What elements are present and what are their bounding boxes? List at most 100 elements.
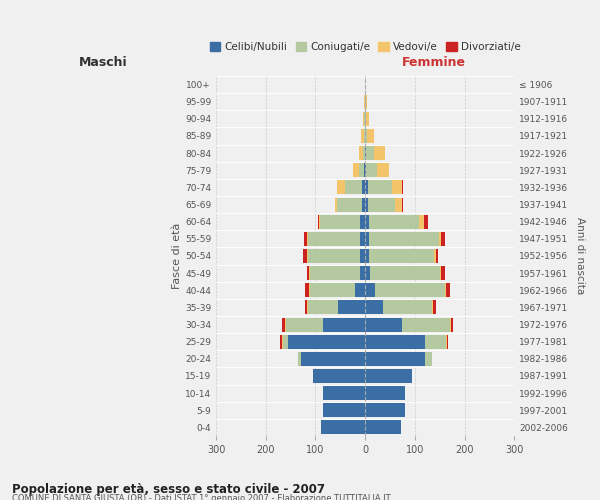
Bar	[395, 198, 403, 211]
Bar	[360, 249, 365, 263]
Bar	[367, 129, 374, 143]
Text: Popolazione per età, sesso e stato civile - 2007: Popolazione per età, sesso e stato civil…	[12, 482, 325, 496]
Bar	[319, 214, 320, 228]
Bar	[323, 403, 365, 417]
Bar	[374, 146, 385, 160]
Text: Maschi: Maschi	[79, 56, 127, 69]
Bar	[432, 300, 433, 314]
Bar	[345, 180, 362, 194]
Bar	[304, 232, 307, 246]
Bar	[425, 352, 432, 366]
Y-axis label: Anni di nascita: Anni di nascita	[575, 218, 585, 294]
Bar	[424, 214, 428, 228]
Bar	[307, 266, 310, 280]
Bar	[365, 249, 369, 263]
Bar	[365, 369, 412, 383]
Bar	[365, 352, 425, 366]
Bar	[365, 232, 369, 246]
Bar	[440, 266, 441, 280]
Bar	[353, 163, 359, 178]
Bar	[280, 334, 282, 348]
Bar	[366, 112, 368, 126]
Bar	[441, 266, 445, 280]
Bar	[338, 300, 365, 314]
Bar	[365, 300, 383, 314]
Bar	[363, 112, 364, 126]
Bar	[308, 249, 360, 263]
Bar	[355, 283, 365, 298]
Bar	[368, 198, 395, 211]
Legend: Celibi/Nubili, Coniugati/e, Vedovi/e, Divorziati/e: Celibi/Nubili, Coniugati/e, Vedovi/e, Di…	[206, 38, 524, 56]
Bar	[310, 283, 355, 298]
Bar	[419, 214, 424, 228]
Bar	[451, 318, 452, 332]
Bar	[365, 266, 370, 280]
Bar	[283, 334, 288, 348]
Bar	[368, 180, 392, 194]
Bar	[365, 386, 405, 400]
Bar	[433, 300, 436, 314]
Bar	[307, 232, 308, 246]
Bar	[365, 334, 425, 348]
Bar	[359, 163, 364, 178]
Text: Femmine: Femmine	[402, 56, 466, 69]
Text: COMUNE DI SANTA GIUSTA (OR) - Dati ISTAT 1° gennaio 2007 - Elaborazione TUTTITAL: COMUNE DI SANTA GIUSTA (OR) - Dati ISTAT…	[12, 494, 391, 500]
Bar	[445, 283, 446, 298]
Bar	[364, 94, 365, 108]
Bar	[335, 198, 337, 211]
Bar	[307, 300, 308, 314]
Bar	[298, 352, 301, 366]
Bar	[303, 249, 307, 263]
Bar	[370, 266, 440, 280]
Bar	[323, 318, 365, 332]
Bar	[320, 214, 360, 228]
Bar	[375, 283, 445, 298]
Bar	[366, 94, 367, 108]
Bar	[284, 318, 286, 332]
Bar	[360, 214, 365, 228]
Bar	[434, 249, 436, 263]
Bar	[365, 112, 366, 126]
Bar	[359, 146, 362, 160]
Bar	[403, 318, 449, 332]
Bar	[425, 334, 446, 348]
Bar	[383, 300, 432, 314]
Bar	[365, 318, 403, 332]
Bar	[337, 198, 362, 211]
Bar	[365, 214, 369, 228]
Bar	[301, 352, 365, 366]
Bar	[369, 214, 419, 228]
Bar	[308, 232, 360, 246]
Bar	[365, 180, 368, 194]
Bar	[362, 198, 365, 211]
Bar	[449, 318, 451, 332]
Bar	[365, 283, 375, 298]
Bar	[365, 163, 366, 178]
Bar	[377, 163, 389, 178]
Bar	[365, 146, 366, 160]
Bar	[366, 146, 374, 160]
Bar	[365, 403, 405, 417]
Bar	[365, 420, 401, 434]
Bar	[441, 232, 445, 246]
Bar	[313, 369, 365, 383]
Bar	[322, 420, 365, 434]
Bar	[366, 163, 377, 178]
Bar	[436, 249, 438, 263]
Bar	[365, 94, 366, 108]
Bar	[288, 334, 365, 348]
Bar	[369, 249, 434, 263]
Bar	[305, 300, 307, 314]
Bar	[310, 266, 360, 280]
Bar	[282, 334, 283, 348]
Bar	[318, 214, 319, 228]
Bar	[308, 300, 338, 314]
Bar	[364, 112, 365, 126]
Bar	[360, 266, 365, 280]
Bar	[365, 198, 368, 211]
Bar	[282, 318, 284, 332]
Bar	[360, 232, 365, 246]
Y-axis label: Fasce di età: Fasce di età	[172, 223, 182, 289]
Bar	[446, 334, 448, 348]
Bar	[361, 129, 364, 143]
